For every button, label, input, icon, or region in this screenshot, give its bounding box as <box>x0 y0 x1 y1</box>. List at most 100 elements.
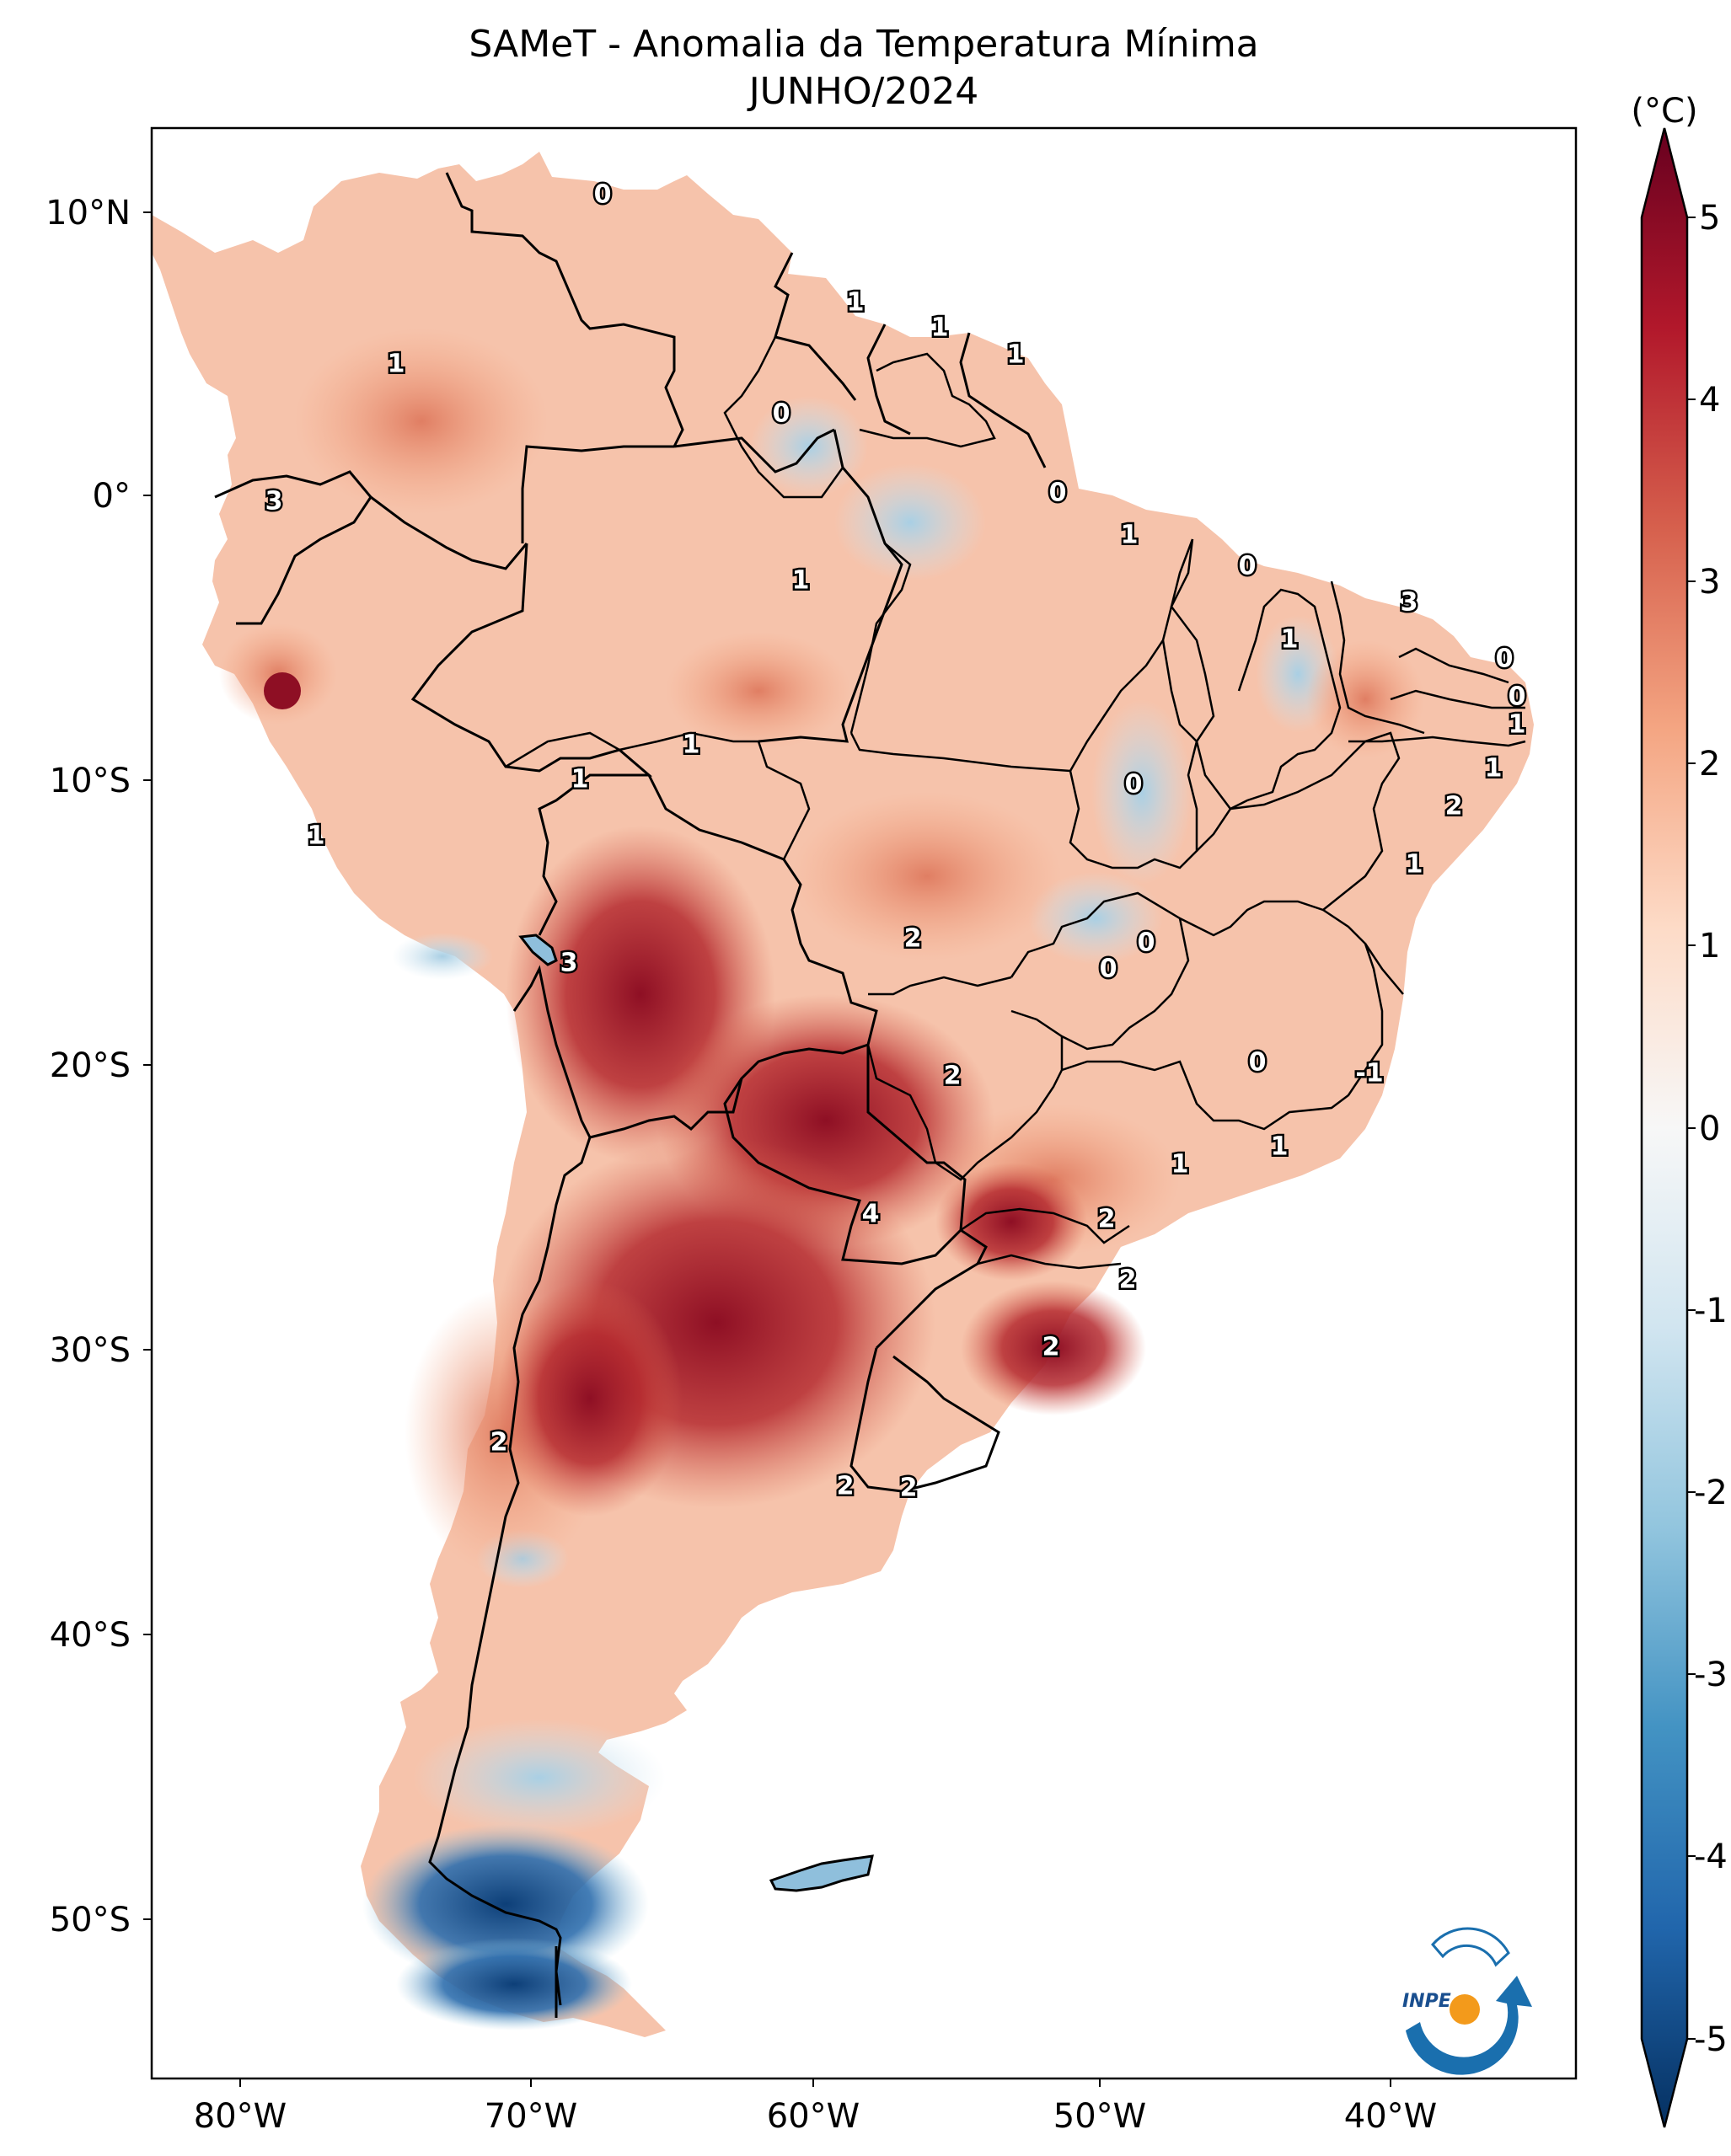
contour-label: 1 <box>847 288 865 318</box>
contour-label: 2 <box>1119 1265 1137 1295</box>
anomaly-warm-colombia <box>295 329 548 514</box>
border-bolivia-chile <box>512 965 592 1138</box>
inpe-logo-arrow <box>1406 1976 1532 2075</box>
contour-label: 0 <box>1496 645 1514 674</box>
y-tick-label: 30°S <box>50 1331 131 1370</box>
cb-tick-label: 5 <box>1699 199 1720 238</box>
border-colombia-venezuela <box>445 172 684 447</box>
border-brazil-venezuela-north <box>673 428 835 473</box>
contour-label: 0 <box>1125 770 1143 800</box>
colorbar-ticks: 5 4 3 2 1 0 -1 -2 -3 -4 -5 <box>1687 199 1728 2059</box>
map-title: SAMeT - Anomalia da Temperatura Mínima <box>469 23 1259 66</box>
inpe-logo: INPE <box>1402 1927 1532 2075</box>
contour-label: 1 <box>1485 754 1503 784</box>
state-border-ms-mt <box>868 976 1012 996</box>
state-border-roraima <box>723 336 844 499</box>
y-tick-label: 40°S <box>50 1616 131 1655</box>
y-tick-label: 50°S <box>50 1901 131 1939</box>
map-frame <box>150 126 1578 2080</box>
contour-label: 1 <box>388 350 405 379</box>
cb-tick-label: 1 <box>1699 927 1720 966</box>
state-border-goias-mg <box>1010 891 1190 1051</box>
border-brazil-north <box>758 429 903 743</box>
cb-tick-label: -2 <box>1694 1474 1728 1512</box>
contour-label: 1 <box>1007 340 1025 370</box>
cb-tick-label: -5 <box>1694 2020 1728 2059</box>
state-border-santa-catarina <box>977 1254 1122 1270</box>
x-tick-label: 50°W <box>1053 2097 1146 2136</box>
contour-label: 1 <box>1281 625 1299 655</box>
anomaly-cool-peru-coast <box>392 933 493 980</box>
x-tick-label: 60°W <box>767 2097 860 2136</box>
contour-label: 1 <box>1121 521 1139 550</box>
contour-label: 2 <box>490 1428 508 1458</box>
border-colombia-peru <box>370 495 528 570</box>
contour-label: 1 <box>683 730 700 760</box>
anomaly-warm-mato-grosso <box>792 792 1062 960</box>
contour-label: 2 <box>904 924 922 954</box>
border-bolivia-brazil <box>647 774 878 1046</box>
contour-label: 3 <box>560 949 578 978</box>
contour-label: 2 <box>837 1472 855 1501</box>
y-tick-label: 10°N <box>46 194 131 233</box>
border-peru-brazil <box>410 543 653 936</box>
contour-label: 3 <box>1401 588 1418 618</box>
anomaly-cold-tierra-del-fuego <box>396 1938 632 2030</box>
contour-label: 0 <box>1239 552 1257 581</box>
inpe-logo-sun <box>1450 1994 1480 2025</box>
y-axis: 10°N 0° 10°S 20°S 30°S 40°S 50°S <box>46 194 152 1939</box>
border-guyana-suriname <box>866 324 911 436</box>
contour-label: 0 <box>1509 682 1526 712</box>
colorbar: (°C) 5 4 3 2 1 0 -1 -2 -3 -4 -5 <box>1631 92 1728 2128</box>
border-argentina-brazil <box>875 1228 988 1350</box>
contour-label: 1 <box>1171 1150 1189 1180</box>
continent-layer <box>152 152 1534 2037</box>
contour-label: 2 <box>944 1062 962 1091</box>
state-border-mg-sp-rj <box>1061 908 1384 1131</box>
cb-tick-label: 0 <box>1699 1110 1720 1148</box>
anomaly-hot-spot-peru <box>264 672 301 709</box>
contour-label: 1 <box>931 313 949 343</box>
anomaly-warm-northeast <box>1306 640 1424 758</box>
contour-label: 0 <box>1100 955 1117 984</box>
state-border-amapa <box>859 352 996 448</box>
contour-label: 0 <box>773 399 790 429</box>
contour-label: 2 <box>1445 792 1463 821</box>
contour-label: 0 <box>1249 1048 1267 1078</box>
colorbar-unit: (°C) <box>1631 92 1697 131</box>
contour-labels: 0 1 1 1 1 0 0 1 3 1 0 1 3 0 0 1 1 1 1 0 … <box>263 178 1528 1505</box>
contour-label: 1 <box>1406 850 1423 880</box>
x-tick-label: 70°W <box>485 2097 577 2136</box>
contour-label: 1 <box>792 566 810 596</box>
state-border-maranhao-piaui <box>1170 538 1342 811</box>
x-tick-label: 40°W <box>1344 2097 1437 2136</box>
colorbar-body <box>1640 127 1689 2128</box>
state-border-para-mt <box>849 732 1071 773</box>
contour-label: 4 <box>862 1200 880 1229</box>
contour-label: 1 <box>308 821 325 851</box>
border-suriname-fguiana <box>959 332 1047 468</box>
anomaly-cool-tocantins <box>1091 699 1192 885</box>
inpe-logo-text: INPE <box>1402 1991 1451 2012</box>
x-tick-label: 80°W <box>194 2097 287 2136</box>
cb-tick-label: 2 <box>1699 745 1720 784</box>
state-border-tocantins <box>1069 639 1198 869</box>
y-tick-label: 10°S <box>50 762 131 800</box>
state-border-rn-pb-pe <box>1348 647 1526 747</box>
border-uruguay <box>849 1347 1000 1493</box>
state-border-es <box>1364 943 1404 995</box>
state-border-bahia <box>1179 731 1401 937</box>
map-subtitle: JUNHO/2024 <box>748 70 979 113</box>
contour-label: 1 <box>1509 710 1526 740</box>
state-border-amazonas-para <box>849 543 912 734</box>
contour-label: 1 <box>571 765 589 794</box>
contour-label: 0 <box>1138 928 1155 958</box>
state-border-para-tocantins <box>1069 538 1194 772</box>
contour-label: 2 <box>1042 1333 1060 1362</box>
anomaly-cool-amapa <box>834 463 986 581</box>
lake-titicaca <box>518 934 558 966</box>
contour-label: 2 <box>900 1474 918 1503</box>
cb-tick-label: -4 <box>1694 1838 1728 1876</box>
cb-tick-label: 3 <box>1699 563 1720 602</box>
y-tick-label: 20°S <box>50 1046 131 1085</box>
